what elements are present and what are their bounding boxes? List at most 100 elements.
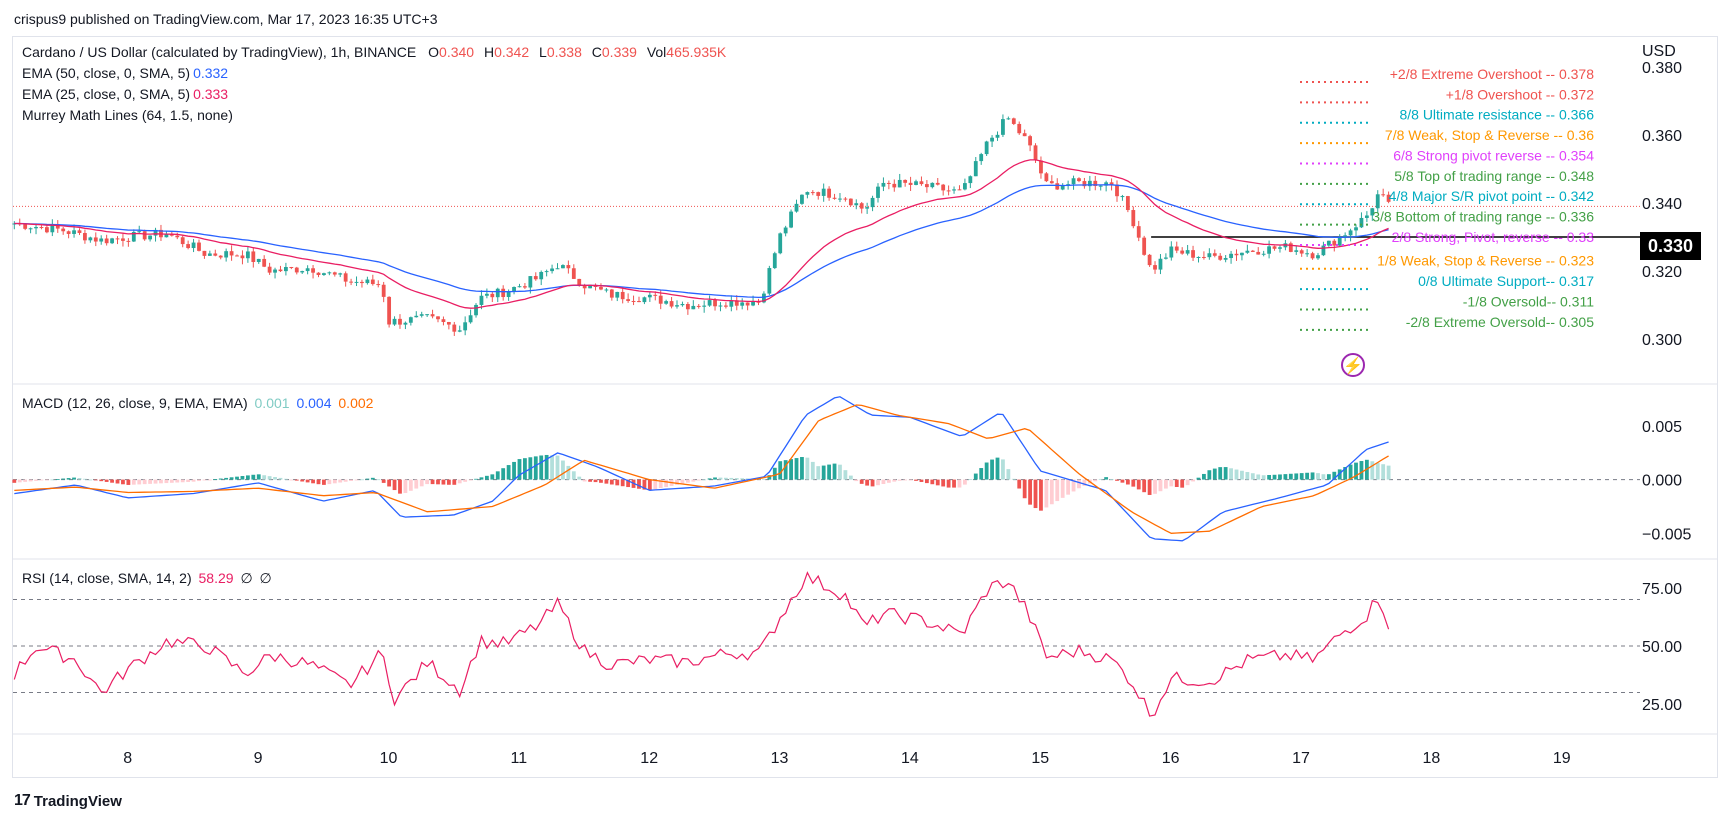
candle-body [914, 181, 918, 185]
date-tick-label: 18 [1423, 750, 1441, 767]
macd-histogram-bar [523, 458, 527, 480]
candle-body [794, 203, 799, 212]
date-tick-label: 12 [640, 750, 658, 767]
candle-body [561, 265, 565, 269]
candle-body [816, 192, 821, 196]
macd-histogram-bar [599, 479, 603, 483]
macd-histogram-bar [50, 479, 55, 481]
macd-histogram-bar [1077, 479, 1081, 489]
candle-body [1229, 253, 1233, 259]
macd-histogram-bar [924, 479, 929, 484]
candle-body [1310, 253, 1315, 259]
candle-body [284, 267, 288, 272]
candle-body [34, 227, 38, 229]
macd-histogram-bar [414, 479, 419, 489]
candle-body [876, 186, 880, 198]
macd-histogram-bar [1131, 479, 1136, 487]
macd-histogram-bar [457, 479, 462, 484]
candle-body [99, 238, 104, 242]
price-tick-label: 0.380 [1642, 60, 1682, 77]
candle-body [1261, 253, 1266, 255]
candle-body [224, 251, 229, 258]
macd-histogram-bar [191, 479, 196, 482]
macd-line [14, 396, 1389, 542]
ema50-legend: EMA (50, close, 0, SMA, 5) 0.332 [22, 63, 228, 84]
macd-histogram-bar [267, 476, 272, 480]
candle-body [1321, 245, 1326, 256]
candle-body [305, 268, 310, 272]
candle-body [1332, 240, 1337, 246]
macd-histogram-bar [886, 479, 891, 483]
candle-body [495, 288, 500, 298]
footer-brand[interactable]: 17 TradingView [14, 792, 122, 810]
macd-histogram-bar [816, 466, 821, 480]
macd-histogram-bar [1082, 479, 1087, 486]
macd-histogram-bar [169, 479, 174, 483]
macd-histogram-bar [963, 479, 967, 485]
lightning-icon[interactable]: ⚡ [1341, 353, 1365, 377]
macd-histogram-bar [202, 479, 207, 481]
macd-histogram-bar [740, 478, 745, 480]
macd-histogram-bar [1158, 479, 1163, 492]
macd-histogram-bar [734, 478, 739, 480]
candle-body [468, 315, 473, 323]
macd-histogram-bar [99, 479, 104, 482]
macd-histogram-bar [1305, 472, 1310, 480]
macd-tick-label: 0.000 [1642, 473, 1682, 490]
candle-body [599, 287, 603, 290]
candle-body [1223, 258, 1228, 260]
macd-histogram-bar [1153, 479, 1157, 494]
candle-body [430, 314, 435, 317]
candle-body [653, 294, 658, 296]
candle-body [669, 301, 674, 307]
candle-body [1082, 181, 1087, 187]
candle-body [800, 194, 804, 204]
candle-body [968, 176, 973, 184]
candle-body [300, 271, 305, 273]
candle-body [555, 268, 560, 270]
macd-histogram-bar [729, 477, 734, 480]
candle-body [582, 285, 587, 289]
macd-histogram-bar [800, 457, 804, 480]
candle-body [1370, 208, 1375, 216]
macd-histogram-bar [83, 478, 87, 480]
candle-body [441, 319, 446, 323]
candle-body [191, 242, 196, 249]
candle-body [1354, 227, 1358, 231]
candle-body [218, 255, 223, 258]
macd-histogram-bar [392, 479, 397, 491]
macd-histogram-bar [218, 478, 223, 480]
date-tick-label: 14 [901, 750, 919, 767]
candle-body [924, 184, 929, 188]
price-tick-label: 0.360 [1642, 128, 1682, 145]
macd-histogram-bar [387, 479, 392, 487]
macd-histogram-bar [44, 479, 49, 481]
candle-body [376, 284, 381, 286]
candle-body [39, 227, 44, 229]
macd-histogram-bar [110, 479, 114, 483]
candle-body [517, 286, 522, 288]
macd-histogram-bar [175, 479, 180, 483]
date-tick-label: 9 [254, 750, 263, 767]
macd-histogram-bar [1288, 473, 1293, 480]
ema50-line [14, 184, 1389, 299]
macd-histogram-bar [767, 475, 772, 480]
macd-histogram-bar [245, 475, 250, 480]
macd-histogram-bar [930, 479, 935, 485]
macd-histogram-bar [229, 477, 234, 480]
macd-histogram-bar [501, 468, 506, 480]
macd-histogram-bar [778, 461, 783, 480]
candle-body [50, 224, 55, 233]
open-label: O [428, 44, 440, 60]
macd-histogram-bar [490, 474, 495, 480]
candle-body [696, 305, 701, 307]
macd-histogram-bar [533, 456, 538, 480]
candle-body [1011, 118, 1016, 124]
candle-body [691, 305, 696, 310]
macd-histogram-bar [186, 479, 191, 482]
macd-histogram-bar [1006, 469, 1011, 480]
candle-body [957, 189, 962, 191]
macd-histogram-bar [1022, 479, 1027, 499]
macd-histogram-bar [1115, 479, 1119, 481]
